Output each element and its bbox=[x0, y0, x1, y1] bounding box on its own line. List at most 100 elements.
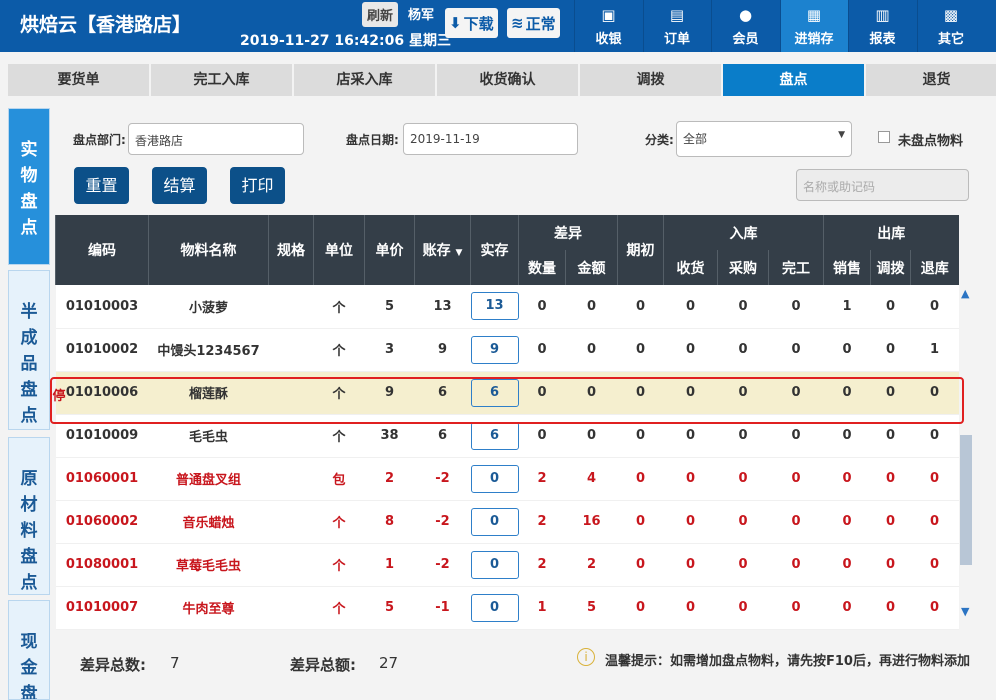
actual-qty-input[interactable]: 0 bbox=[470, 507, 519, 536]
tab-5[interactable]: 盘点 bbox=[723, 64, 864, 96]
tab-2[interactable]: 店采入库 bbox=[294, 64, 435, 96]
cell: 0 bbox=[768, 285, 824, 329]
cell: 0 bbox=[823, 457, 871, 501]
col-name[interactable]: 物料名称 bbox=[148, 215, 269, 285]
col-out-ret[interactable]: 退库 bbox=[910, 250, 959, 285]
wifi-icon: ≋ bbox=[511, 14, 524, 32]
col-in-buy[interactable]: 采购 bbox=[717, 250, 769, 285]
actual-qty-input[interactable]: 0 bbox=[470, 550, 519, 579]
cell: 停 01010006 bbox=[52, 371, 149, 415]
cell: 0 bbox=[617, 285, 664, 329]
cell: 0 bbox=[717, 500, 769, 544]
category-select[interactable]: 全部 ▼ bbox=[676, 121, 852, 157]
cell: 中馒头1234567 bbox=[148, 328, 269, 372]
cell: 0 bbox=[910, 500, 959, 544]
nav-member[interactable]: ● 会员 bbox=[711, 0, 779, 52]
cell: 0 bbox=[870, 328, 911, 372]
inventory-icon: ▦ bbox=[806, 6, 822, 24]
cell: 0 bbox=[717, 457, 769, 501]
nav-order[interactable]: ▤ 订单 bbox=[642, 0, 711, 52]
cell: 0 bbox=[663, 500, 718, 544]
tab-0[interactable]: 要货单 bbox=[8, 64, 149, 96]
tab-4[interactable]: 调拨 bbox=[580, 64, 721, 96]
side-tab-0[interactable]: 实物盘点 bbox=[8, 108, 50, 265]
nav-grid[interactable]: ▩ 其它 bbox=[916, 0, 985, 52]
actual-qty-input[interactable]: 0 bbox=[470, 593, 519, 622]
actual-qty-input[interactable]: 0 bbox=[470, 464, 519, 493]
col-code[interactable]: 编码 bbox=[55, 215, 149, 285]
reset-button[interactable]: 重置 bbox=[74, 167, 129, 204]
tab-6[interactable]: 退货 bbox=[866, 64, 996, 96]
stopped-badge: 停 bbox=[52, 389, 66, 404]
cell: 0 bbox=[870, 500, 911, 544]
cell: 1 bbox=[518, 586, 566, 630]
scrollbar-thumb[interactable] bbox=[960, 435, 972, 565]
cell: 个 bbox=[313, 371, 365, 415]
cell: 个 bbox=[313, 414, 365, 458]
actual-qty-input[interactable]: 13 bbox=[470, 292, 519, 321]
tab-3[interactable]: 收货确认 bbox=[437, 64, 578, 96]
table-row[interactable]: 01010007 牛肉至尊个 5 -1 0 1 5 0 0 0 0 0 0 0 bbox=[55, 586, 959, 630]
col-actual[interactable]: 实存 bbox=[470, 215, 519, 285]
col-spec[interactable]: 规格 bbox=[268, 215, 314, 285]
col-book[interactable]: 账存 ▼ bbox=[414, 215, 471, 285]
table-row[interactable]: 01060001 普通盘叉组包 2 -2 0 2 4 0 0 0 0 0 0 0 bbox=[55, 457, 959, 501]
cell: 0 bbox=[768, 371, 824, 415]
unchecked-material-checkbox[interactable] bbox=[878, 131, 890, 143]
col-diff-amt[interactable]: 金额 bbox=[565, 250, 618, 285]
col-out-sale[interactable]: 销售 bbox=[823, 250, 871, 285]
cell: 2 bbox=[518, 500, 566, 544]
nav-report[interactable]: ▥ 报表 bbox=[848, 0, 916, 52]
nav-cashier[interactable]: ▣ 收银 bbox=[574, 0, 642, 52]
cell: 0 bbox=[910, 457, 959, 501]
col-in-recv[interactable]: 收货 bbox=[663, 250, 718, 285]
side-tab-2[interactable]: 原材料盘点 bbox=[8, 437, 50, 595]
col-in-done[interactable]: 完工 bbox=[768, 250, 824, 285]
side-tab-3[interactable]: 现金盘点 bbox=[8, 600, 50, 700]
datetime: 2019-11-27 16:42:06 星期三 bbox=[240, 33, 451, 49]
table-row[interactable]: 01010009 毛毛虫个 38 6 6 0 0 0 0 0 0 0 0 0 bbox=[55, 414, 959, 458]
col-price[interactable]: 单价 bbox=[364, 215, 415, 285]
side-tab-1[interactable]: 半成品盘点 bbox=[8, 270, 50, 430]
settle-button[interactable]: 结算 bbox=[152, 167, 207, 204]
date-input[interactable]: 2019-11-19 bbox=[403, 123, 578, 155]
actual-qty-input[interactable]: 6 bbox=[470, 378, 519, 407]
cell: 牛肉至尊 bbox=[148, 586, 269, 630]
col-unit[interactable]: 单位 bbox=[313, 215, 365, 285]
table-row[interactable]: 01080001 草莓毛毛虫个 1 -2 0 2 2 0 0 0 0 0 0 0 bbox=[55, 543, 959, 587]
col-diff-qty[interactable]: 数量 bbox=[518, 250, 566, 285]
cell: 6 bbox=[470, 371, 519, 415]
table-scrollbar[interactable]: ▲ ▼ bbox=[958, 285, 975, 625]
cell: 0 bbox=[663, 543, 718, 587]
cell: 0 bbox=[823, 543, 871, 587]
table-row[interactable]: 01060002 音乐蜡烛个 8 -2 0 2 16 0 0 0 0 0 0 0 bbox=[55, 500, 959, 544]
table-row[interactable]: 停 01010006 榴莲酥个 9 6 6 0 0 0 0 0 0 0 0 0 bbox=[52, 371, 959, 415]
network-status-button[interactable]: ≋ 正常 bbox=[507, 8, 560, 38]
cell: 0 bbox=[870, 586, 911, 630]
refresh-button[interactable]: 刷新 bbox=[362, 2, 399, 27]
cell: 0 bbox=[470, 457, 519, 501]
actual-qty-input[interactable]: 6 bbox=[470, 421, 519, 450]
scroll-up-icon[interactable]: ▲ bbox=[961, 287, 970, 300]
nav-inventory[interactable]: ▦ 进销存 bbox=[779, 0, 848, 52]
cell: 1 bbox=[823, 285, 871, 329]
cell: 5 bbox=[565, 586, 618, 630]
cell: 0 bbox=[768, 414, 824, 458]
table-row[interactable]: 01010002 中馒头1234567 个 3 9 9 0 0 0 0 0 0 0 0 1 bbox=[55, 328, 959, 372]
cell: 0 bbox=[910, 371, 959, 415]
col-diff: 差异 bbox=[518, 215, 618, 250]
cell: 01010009 bbox=[55, 414, 149, 458]
table-row[interactable]: 01010003 小菠萝个 5 13 13 0 0 0 0 0 0 1 0 0 bbox=[55, 285, 959, 329]
download-button[interactable]: ⬇ 下载 bbox=[445, 8, 498, 38]
cell: 9 bbox=[364, 371, 415, 415]
col-init[interactable]: 期初 bbox=[617, 215, 664, 285]
col-out-trans[interactable]: 调拨 bbox=[870, 250, 911, 285]
scroll-down-icon[interactable]: ▼ bbox=[961, 605, 970, 618]
search-input[interactable]: 名称或助记码 bbox=[796, 169, 969, 201]
dept-input[interactable]: 香港路店 bbox=[128, 123, 304, 155]
tab-1[interactable]: 完工入库 bbox=[151, 64, 292, 96]
actual-qty-input[interactable]: 9 bbox=[470, 335, 519, 364]
cell bbox=[268, 414, 314, 458]
cell: 0 bbox=[565, 285, 618, 329]
print-button[interactable]: 打印 bbox=[230, 167, 285, 204]
